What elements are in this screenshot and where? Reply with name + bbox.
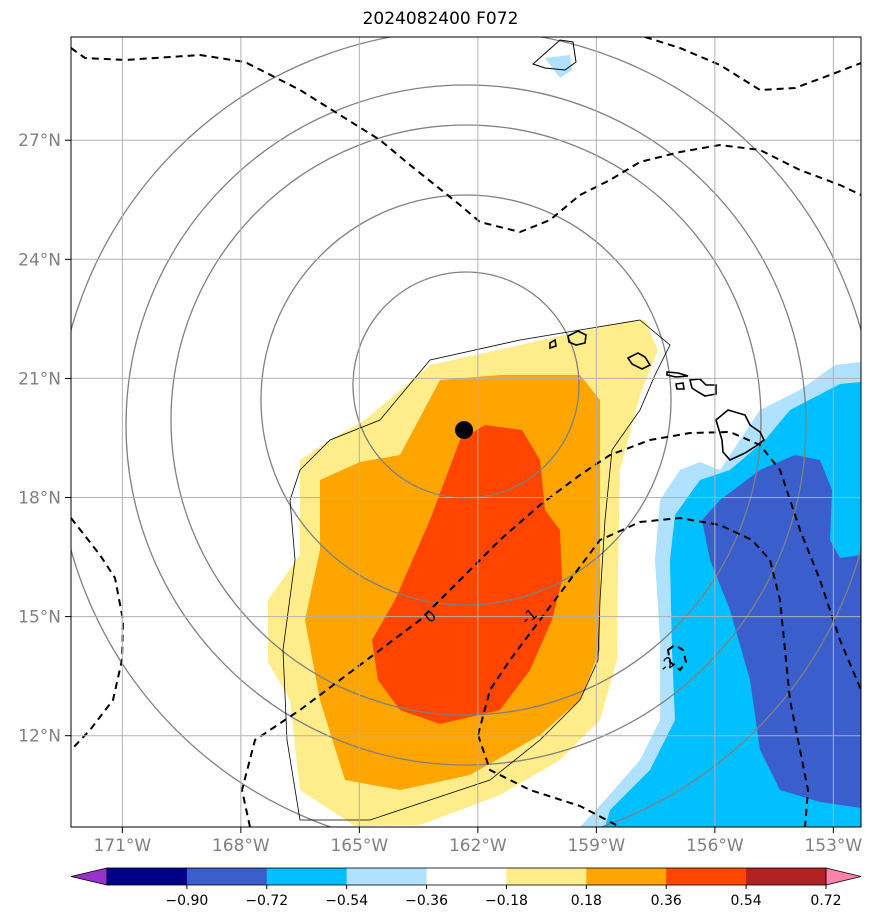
colorbar-segment: [346, 868, 428, 885]
lat-tick-label: 27°N: [18, 131, 61, 151]
storm-center-marker: [455, 421, 474, 440]
island-northwest: [532, 39, 577, 71]
island-oahu: [626, 352, 652, 370]
colorbar-segment: [186, 868, 268, 885]
island-kauai: [567, 330, 587, 346]
colorbar-tick-label: −0.18: [485, 893, 528, 909]
graticule: [71, 37, 861, 827]
lon-tick-label: 153°W: [804, 836, 862, 856]
colorbar: [70, 867, 862, 886]
lon-tick-label: 165°W: [330, 836, 388, 856]
lat-tick-label: 18°N: [18, 489, 61, 509]
colorbar-segment: [506, 868, 587, 885]
island-lanai: [675, 382, 685, 390]
lon-tick-label: 156°W: [686, 836, 744, 856]
coastlines: [532, 39, 766, 461]
shade-neg-018-top: [545, 55, 572, 78]
colorbar-tick-labels: −0.90 −0.72 −0.54 −0.36 −0.18 0.18 0.36 0.54 0.7…: [165, 885, 842, 909]
negative-anomaly-shading: [545, 55, 861, 827]
colorbar-segment: [266, 868, 348, 885]
lat-tick-label: 24°N: [18, 250, 61, 270]
colorbar-tick-label: −0.72: [245, 893, 288, 909]
contour-labels: 0 -1-2: [421, 605, 679, 676]
colorbar-tick-label: −0.90: [165, 893, 208, 909]
colorbar-extend-low: [70, 867, 108, 886]
map-area: 0 -1-2: [71, 37, 861, 827]
colorbar-segment: [666, 868, 747, 885]
colorbar-tick-label: −0.36: [405, 893, 448, 909]
colorbar-extend-high: [825, 867, 862, 886]
lon-tick-label: 159°W: [567, 836, 625, 856]
map-title: 2024082400 F072: [362, 9, 519, 29]
colorbar-tick-label: 0.36: [651, 893, 682, 909]
colorbar-tick-label: 0.54: [731, 893, 762, 909]
shade-pos-054: [372, 425, 562, 724]
colorbar-segment: [586, 868, 667, 885]
colorbar-tick-label: 0.18: [571, 893, 602, 909]
latitude-labels: 12°N 15°N 18°N 21°N 24°N 27°N: [18, 131, 71, 747]
lat-tick-label: 21°N: [18, 369, 61, 389]
colorbar-frame: [106, 867, 827, 886]
island-maui: [688, 378, 717, 397]
colorbar-tick-label: 0.72: [810, 893, 841, 909]
lon-tick-label: 162°W: [449, 836, 507, 856]
lat-tick-label: 12°N: [18, 727, 61, 747]
island-niihau: [549, 338, 557, 350]
storm-outline: [282, 319, 671, 821]
colorbar-segment: [746, 868, 827, 885]
longitude-labels: 171°W 168°W 165°W 162°W 159°W 156°W 153°W: [93, 827, 862, 856]
map-frame: [70, 36, 862, 828]
lat-tick-label: 15°N: [18, 608, 61, 628]
gray-contours: [71, 37, 861, 827]
shade-neg-054: [702, 455, 861, 808]
colorbar-segment: [426, 868, 507, 885]
lon-tick-label: 171°W: [93, 836, 151, 856]
lon-tick-label: 168°W: [212, 836, 270, 856]
island-molokai: [666, 371, 689, 378]
island-hawaii: [715, 409, 766, 461]
colorbar-segment: [107, 868, 188, 885]
colorbar-tick-label: −0.54: [325, 893, 368, 909]
